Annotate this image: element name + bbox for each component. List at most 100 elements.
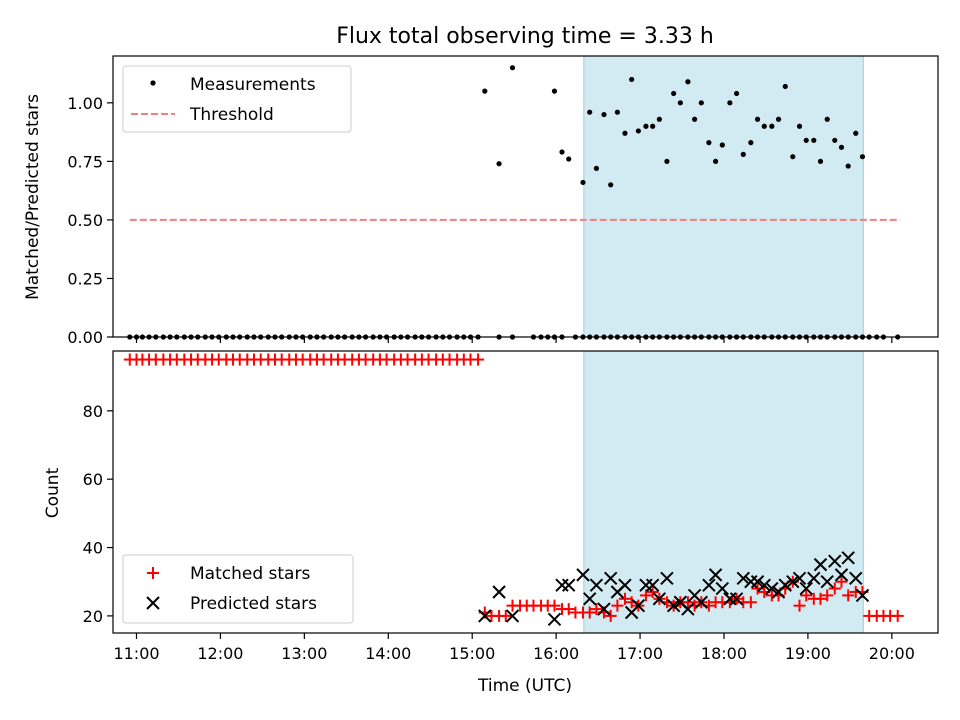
measurement-point [629, 76, 635, 83]
matched-star-point [800, 589, 813, 602]
predicted-star-point [492, 585, 506, 599]
measurement-point [761, 123, 767, 129]
matched-star-point [793, 599, 806, 612]
predicted-star-marker-b [820, 575, 834, 589]
predicted-star-point [618, 578, 632, 592]
x-tick-label: 13:00 [281, 644, 327, 663]
matched-star-point [499, 609, 512, 622]
predicted-star-marker-b [666, 598, 681, 613]
matched-star-point [681, 596, 694, 609]
measurement-point [811, 137, 817, 143]
measurement-point [853, 130, 859, 136]
predicted-star-point [799, 581, 813, 596]
predicted-star-point [576, 568, 590, 582]
measurement-point [775, 116, 782, 122]
measurement-point [838, 144, 845, 150]
predicted-star-marker-b [708, 568, 723, 582]
predicted-star-point [582, 592, 597, 606]
predicted-star-point [750, 575, 765, 589]
predicted-star-marker-b [736, 571, 750, 586]
predicted-star-marker-b [478, 609, 492, 623]
predicted-star-point [820, 575, 834, 589]
predicted-star-marker-b [687, 588, 702, 603]
predicted-star-marker-b [582, 592, 597, 606]
x-tick-label: 12:00 [197, 644, 243, 663]
predicted-star-point [778, 578, 792, 592]
predicted-star-marker-b [492, 585, 506, 599]
predicted-star-marker-b [799, 581, 813, 596]
measurement-point [635, 128, 641, 134]
count-points [123, 353, 904, 627]
measurement-point [692, 116, 698, 122]
measurement-point [859, 154, 866, 160]
top-legend-frame [122, 65, 352, 133]
predicted-star-marker-b [505, 609, 520, 623]
predicted-star-marker-b [589, 578, 604, 592]
top-panel: 0.00 0.25 0.50 0.75 1.00 Matched/Predicted s… [23, 55, 939, 347]
measurement-point [817, 158, 824, 164]
y-tick-label: 0.25 [67, 269, 103, 288]
predicted-star-marker-b [757, 578, 771, 592]
predicted-star-marker-b [618, 578, 632, 592]
measurement-point [698, 100, 704, 106]
measurement-point [496, 161, 502, 167]
predicted-star-point [849, 571, 863, 586]
y-tick-label: 1.00 [67, 94, 103, 113]
predicted-star-marker-b [673, 595, 688, 609]
predicted-star-marker-b [660, 571, 674, 586]
measurement-point [685, 79, 691, 85]
measurement-point [656, 116, 662, 122]
measurement-point [559, 149, 565, 155]
bottom-legend: Matched stars Predicted stars [122, 554, 354, 624]
measurement-point [622, 130, 628, 136]
x-tick-label: 16:00 [533, 644, 579, 663]
x-tick-label: 17:00 [617, 644, 663, 663]
predicted-star-point [589, 578, 604, 592]
matched-star-point [562, 603, 575, 616]
measurement-point [824, 116, 830, 122]
legend-measurements-marker [150, 80, 156, 86]
predicted-star-marker-b [849, 571, 863, 586]
measurement-point [790, 154, 796, 160]
matched-star-point [821, 589, 834, 602]
predicted-star-marker-b [652, 592, 667, 606]
predicted-star-marker-b [792, 571, 807, 586]
y-tick-label: 60 [83, 470, 103, 489]
predicted-star-point [792, 571, 807, 586]
predicted-star-point [547, 612, 562, 627]
predicted-star-marker-b [702, 578, 716, 592]
predicted-star-point [562, 578, 576, 592]
matched-star-point [618, 592, 631, 605]
predicted-star-marker-b [778, 578, 792, 592]
chart-title: Flux total observing time = 3.33 h [336, 24, 714, 49]
predicted-star-marker-b [855, 588, 870, 603]
predicted-star-point [702, 578, 716, 592]
predicted-star-point [666, 598, 681, 613]
predicted-star-marker-b [562, 578, 576, 592]
legend-predicted-marker [146, 596, 160, 610]
measurement-point [733, 90, 740, 97]
predicted-star-point [757, 578, 771, 592]
matched-star-point [590, 603, 603, 616]
predicted-star-marker-b [576, 568, 590, 582]
y-tick-label: 0.50 [67, 211, 103, 230]
observing-span-shade [583, 55, 864, 338]
y-tick-label: 80 [83, 402, 103, 421]
x-tick-label: 19:00 [785, 644, 831, 663]
matched-star-point [835, 575, 848, 588]
predicted-star-point [841, 551, 855, 565]
measurement-point [593, 165, 600, 171]
measurement-point [727, 100, 733, 106]
predicted-star-marker-b [807, 571, 821, 586]
measurement-point [845, 163, 851, 169]
bottom-y-axis-label: Count [43, 467, 63, 518]
x-tick-label: 15:00 [449, 644, 495, 663]
bottom-y-ticks: 20 40 60 80 [83, 402, 113, 626]
legend-predicted-label: Predicted stars [190, 594, 317, 614]
bottom-x-ticks: 11:00 12:00 13:00 14:00 15:00 16:00 17:00 18:00… [113, 633, 915, 663]
measurement-point [769, 123, 775, 129]
predicted-star-point [813, 557, 828, 572]
measurement-point [601, 111, 607, 118]
predicted-star-point [603, 571, 618, 586]
